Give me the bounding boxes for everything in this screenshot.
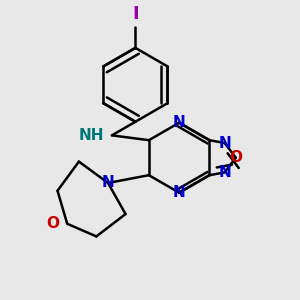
Text: N: N: [218, 165, 231, 180]
Text: N: N: [102, 176, 114, 190]
Text: NH: NH: [79, 128, 104, 143]
Text: N: N: [218, 136, 231, 151]
Text: N: N: [173, 115, 185, 130]
Text: O: O: [46, 216, 59, 231]
Text: N: N: [173, 185, 185, 200]
Text: I: I: [132, 4, 139, 22]
Text: O: O: [229, 150, 242, 165]
